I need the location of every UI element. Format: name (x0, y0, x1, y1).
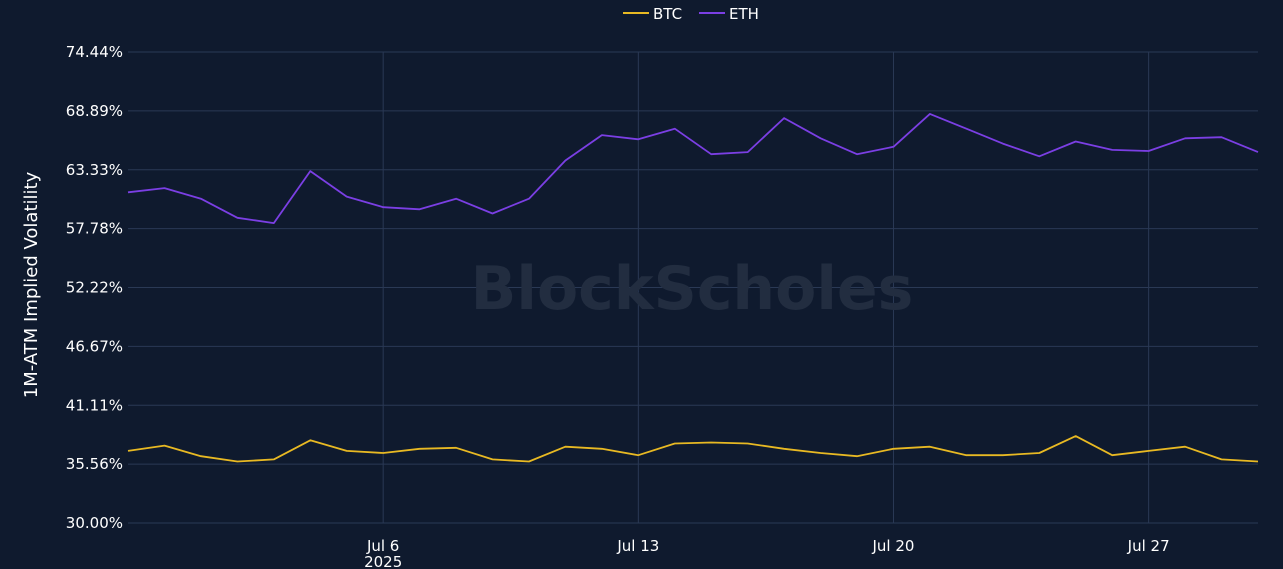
y-tick-label: 57.78% (66, 220, 123, 238)
y-tick-label: 63.33% (66, 161, 123, 179)
y-tick-label: 41.11% (66, 396, 123, 414)
y-tick-label: 30.00% (66, 514, 123, 532)
x-tick-sublabel: 2025 (364, 553, 402, 569)
x-tick-label: Jul 27 (1127, 537, 1170, 555)
x-tick-label: Jul 20 (872, 537, 915, 555)
x-tick-label: Jul 13 (616, 537, 659, 555)
x-tick-label: Jul 6 (366, 537, 399, 555)
series-line-eth (127, 113, 1259, 224)
y-tick-label: 74.44% (66, 43, 123, 61)
legend: BTC ETH (623, 5, 759, 23)
series-layer (127, 113, 1259, 463)
y-tick-label: 68.89% (66, 102, 123, 120)
y-axis-ticks: 30.00% 35.56% 41.11% 46.67% 52.22% 57.78% 63.3… (66, 43, 123, 532)
grid-lines (128, 51, 1258, 524)
series-line-btc (127, 435, 1259, 463)
y-tick-label: 35.56% (66, 455, 123, 473)
y-axis-title: 1M-ATM Implied Volatility (21, 171, 42, 398)
watermark: BlockScholes (471, 254, 914, 324)
legend-label-btc: BTC (653, 5, 682, 23)
legend-label-eth: ETH (729, 5, 759, 23)
y-tick-label: 52.22% (66, 279, 123, 297)
y-tick-label: 46.67% (66, 337, 123, 355)
